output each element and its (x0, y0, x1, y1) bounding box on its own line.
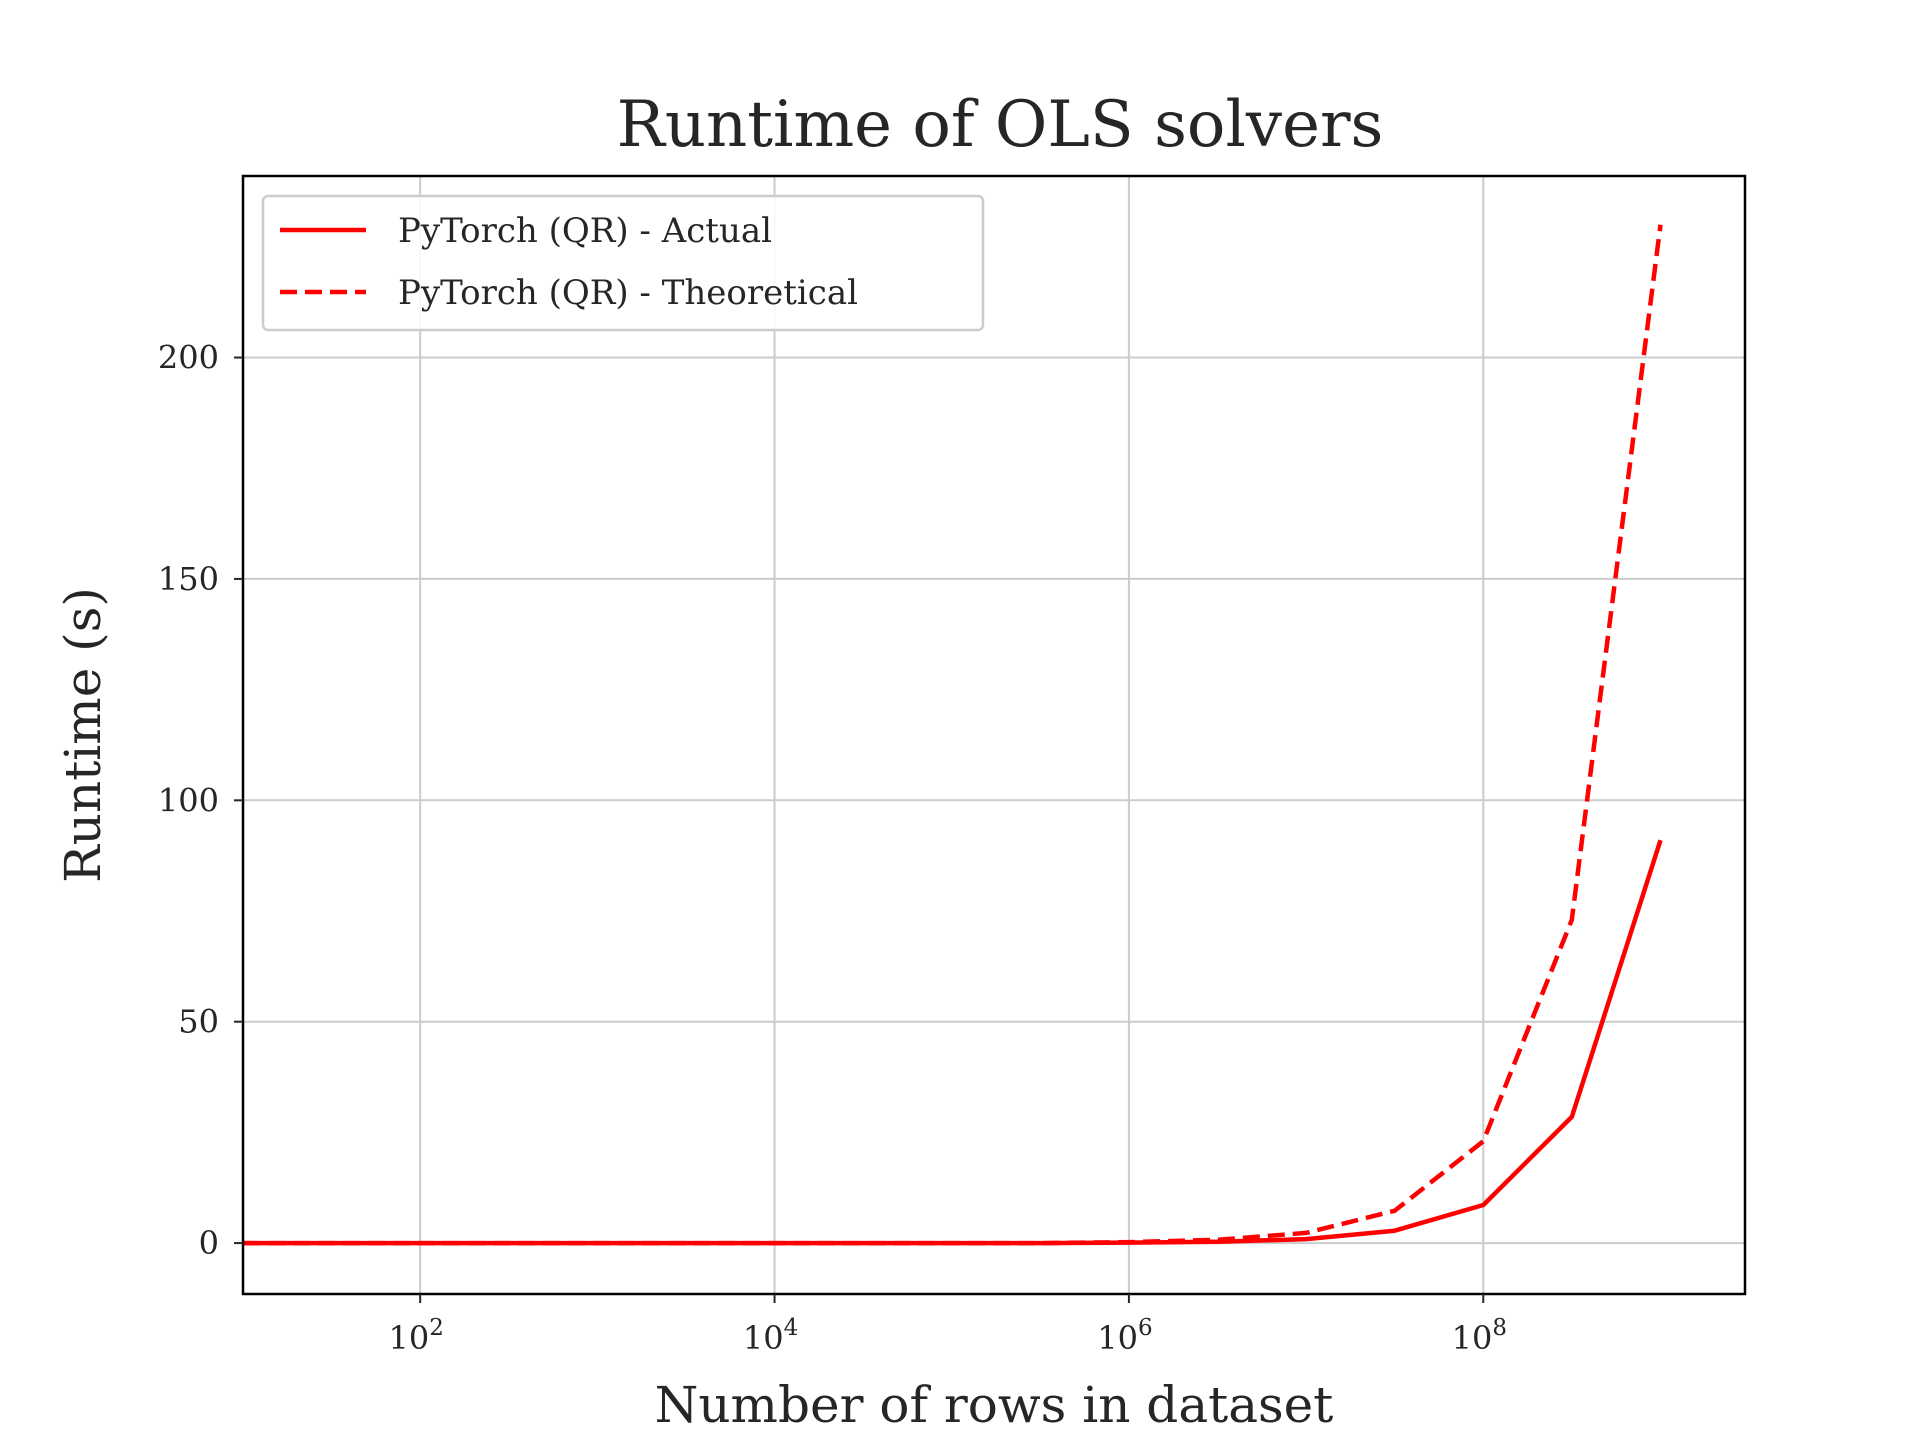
grid (243, 176, 1745, 1294)
legend-box (261, 194, 985, 332)
series-line-actual (243, 839, 1663, 1246)
y-tick-label: 150 (158, 560, 219, 598)
y-axis-ticks: 0 50 100 150 200 (158, 339, 243, 1262)
plot-lines (243, 224, 1663, 1246)
x-tick-label: 102 (389, 1315, 444, 1357)
x-tick-label: 108 (1452, 1315, 1507, 1357)
y-axis-label: Runtime (s) (54, 587, 112, 883)
chart-title: Runtime of OLS solvers (617, 88, 1384, 162)
x-tick-label: 104 (743, 1315, 798, 1357)
x-axis-label: Number of rows in dataset (655, 1376, 1334, 1434)
x-axis-ticks: 102 104 106 108 (389, 1294, 1507, 1357)
legend-label-theoretical: PyTorch (QR) - Theoretical (398, 273, 858, 313)
y-tick-label: 0 (199, 1224, 219, 1262)
series-line-theoretical (243, 224, 1663, 1246)
legend: PyTorch (QR) - Actual PyTorch (QR) - Theo… (261, 194, 985, 332)
plot-frame (241, 174, 1747, 1296)
x-tick-label: 106 (1097, 1315, 1152, 1357)
legend-label-actual: PyTorch (QR) - Actual (398, 211, 772, 251)
y-tick-label: 200 (158, 339, 219, 377)
y-tick-label: 100 (158, 781, 219, 819)
y-tick-label: 50 (178, 1003, 219, 1041)
